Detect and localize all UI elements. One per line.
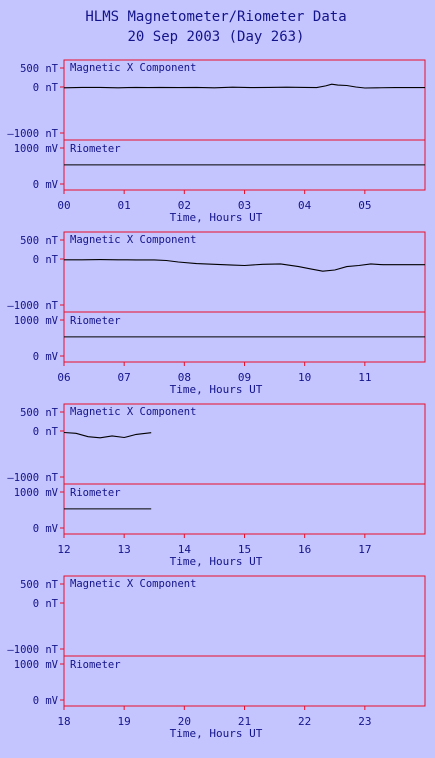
rio-y-tick-label: 0 mV (33, 179, 59, 191)
rio-y-tick-label: 1000 mV (14, 487, 59, 499)
x-tick-label: 10 (298, 371, 311, 384)
x-tick-label: 15 (238, 543, 251, 556)
magnetic-panel-label: Magnetic X Component (70, 234, 196, 246)
mag-y-tick-label: –1000 nT (7, 472, 58, 484)
x-tick-label: 16 (298, 543, 311, 556)
x-axis-label: Time, Hours UT (170, 555, 263, 568)
chart-subtitle: 20 Sep 2003 (Day 263) (127, 29, 304, 45)
x-tick-label: 06 (57, 371, 70, 384)
x-tick-label: 13 (118, 543, 131, 556)
magnetic-x-trace (64, 259, 425, 272)
chart-title: HLMS Magnetometer/Riometer Data (85, 9, 346, 25)
x-tick-label: 21 (238, 715, 251, 728)
mag-y-tick-label: 0 nT (33, 254, 59, 266)
magnetic-panel-label: Magnetic X Component (70, 406, 196, 418)
mag-y-tick-label: 500 nT (20, 407, 59, 419)
x-tick-label: 02 (178, 199, 191, 212)
mag-y-tick-label: 0 nT (33, 598, 59, 610)
x-tick-label: 18 (57, 715, 70, 728)
x-tick-label: 23 (358, 715, 371, 728)
x-tick-label: 12 (57, 543, 70, 556)
mag-y-tick-label: 500 nT (20, 235, 59, 247)
mag-y-tick-label: –1000 nT (7, 300, 58, 312)
mag-y-tick-label: 500 nT (20, 579, 59, 591)
x-tick-label: 09 (238, 371, 251, 384)
mag-y-tick-label: –1000 nT (7, 644, 58, 656)
mag-y-tick-label: –1000 nT (7, 128, 58, 140)
mag-y-tick-label: 500 nT (20, 63, 59, 75)
chart-row: Magnetic X Component Riometer 500 nT 0 nT –1… (7, 59, 426, 224)
riometer-panel-label: Riometer (70, 143, 121, 155)
rio-y-tick-label: 0 mV (33, 695, 59, 707)
riometer-panel-label: Riometer (70, 659, 121, 671)
mag-y-tick-label: 0 nT (33, 82, 59, 94)
magnetic-x-trace (63, 83, 425, 89)
x-tick-label: 14 (178, 543, 192, 556)
x-tick-label: 11 (358, 371, 371, 384)
x-tick-label: 08 (178, 371, 191, 384)
mag-y-tick-label: 0 nT (33, 426, 59, 438)
chart-row: Magnetic X Component Riometer 500 nT 0 nT –1… (7, 575, 426, 740)
x-tick-label: 00 (57, 199, 70, 212)
riometer-panel-label: Riometer (70, 487, 121, 499)
magnetic-x-trace (63, 431, 152, 439)
x-axis-label: Time, Hours UT (170, 727, 263, 740)
rio-y-tick-label: 1000 mV (14, 143, 59, 155)
x-tick-label: 19 (118, 715, 131, 728)
x-tick-label: 03 (238, 199, 251, 212)
x-tick-label: 01 (118, 199, 131, 212)
chart-row: Magnetic X Component Riometer 500 nT 0 nT –1… (7, 403, 426, 568)
rio-y-tick-label: 1000 mV (14, 659, 59, 671)
x-axis-label: Time, Hours UT (170, 383, 263, 396)
x-tick-label: 20 (178, 715, 191, 728)
rio-y-tick-label: 1000 mV (14, 315, 59, 327)
x-axis-label: Time, Hours UT (170, 211, 263, 224)
rio-y-tick-label: 0 mV (33, 523, 59, 535)
magnetic-panel-label: Magnetic X Component (70, 62, 196, 74)
magnetic-panel-label: Magnetic X Component (70, 578, 196, 590)
x-tick-label: 07 (118, 371, 131, 384)
chart-row: Magnetic X Component Riometer 500 nT 0 nT –1… (7, 231, 426, 396)
riometer-panel-label: Riometer (70, 315, 121, 327)
x-tick-label: 22 (298, 715, 311, 728)
x-tick-label: 17 (358, 543, 371, 556)
x-tick-label: 05 (358, 199, 371, 212)
x-tick-label: 04 (298, 199, 312, 212)
rio-y-tick-label: 0 mV (33, 351, 59, 363)
